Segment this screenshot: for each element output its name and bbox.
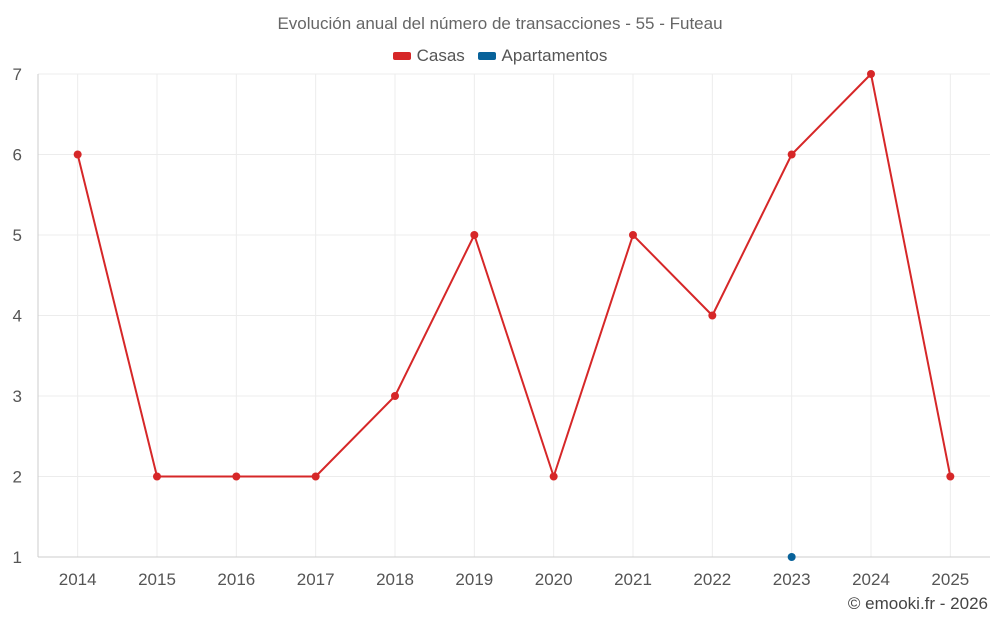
credit-text: © emooki.fr - 2026: [847, 594, 988, 613]
y-tick-label: 3: [13, 387, 22, 406]
data-point-casas: [391, 392, 399, 400]
legend-swatch-casas: [392, 52, 411, 60]
x-tick-label: 2017: [297, 570, 335, 589]
x-tick-label: 2025: [931, 570, 969, 589]
x-tick-label: 2015: [138, 570, 176, 589]
data-point-casas: [867, 70, 875, 78]
y-tick-label: 6: [13, 146, 22, 165]
y-tick-label: 2: [13, 468, 22, 487]
x-tick-label: 2020: [535, 570, 573, 589]
data-point-casas: [629, 231, 637, 239]
data-point-casas: [153, 472, 161, 481]
y-tick-label: 1: [13, 548, 22, 567]
chart-legend: Casas Apartamentos: [0, 45, 1000, 66]
x-tick-label: 2023: [773, 570, 811, 589]
legend-label-apartamentos: Apartamentos: [501, 46, 608, 65]
legend-label-casas: Casas: [416, 46, 465, 65]
legend-item-apartamentos[interactable]: Apartamentos: [477, 46, 608, 66]
data-point-apartamentos: [787, 553, 796, 561]
x-tick-label: 2022: [693, 570, 731, 589]
data-point-casas: [708, 311, 717, 320]
data-point-casas: [946, 472, 955, 481]
y-tick-label: 7: [13, 65, 22, 84]
x-tick-label: 2014: [59, 570, 97, 589]
data-point-casas: [787, 150, 796, 159]
legend-swatch-apartamentos: [477, 52, 496, 60]
data-point-casas: [470, 231, 479, 239]
x-tick-label: 2019: [455, 570, 493, 589]
legend-item-casas[interactable]: Casas: [392, 46, 465, 66]
data-point-casas: [73, 150, 82, 159]
y-tick-label: 4: [13, 307, 22, 326]
x-tick-label: 2016: [217, 570, 255, 589]
y-tick-label: 5: [13, 226, 22, 245]
series-line-casas: [76, 73, 952, 478]
x-tick-label: 2018: [376, 570, 414, 589]
x-tick-label: 2024: [852, 570, 890, 589]
data-point-casas: [232, 472, 241, 481]
data-point-casas: [311, 472, 320, 481]
x-tick-label: 2021: [614, 570, 652, 589]
chart-title: Evolución anual del número de transaccio…: [277, 14, 723, 33]
data-point-casas: [549, 472, 558, 481]
